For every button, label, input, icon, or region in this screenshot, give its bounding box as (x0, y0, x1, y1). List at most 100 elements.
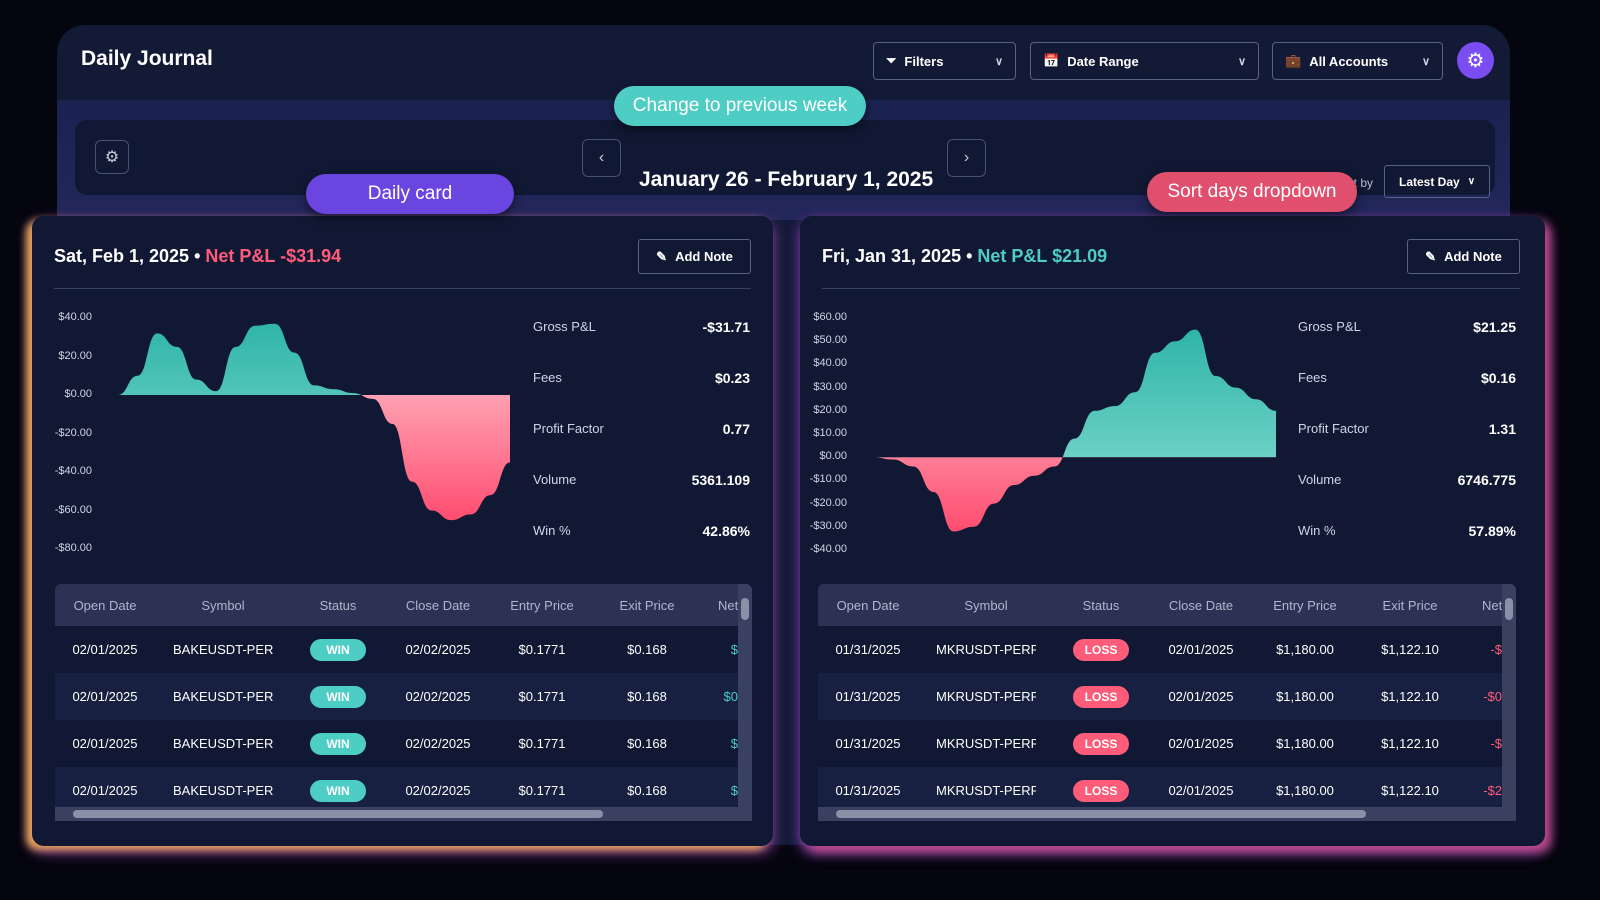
table-row[interactable]: 01/31/2025 MKRUSDT-PERP LOSS 02/01/2025 $1,1… (818, 673, 1502, 720)
divider (822, 288, 1520, 289)
accounts-dropdown[interactable]: 💼 All Accounts ∨ (1272, 42, 1443, 80)
stat-label: Profit Factor (533, 421, 604, 436)
scroll-thumb[interactable] (1505, 598, 1513, 620)
table-cell: 02/01/2025 (72, 736, 138, 751)
column-header[interactable]: Exit Price (1382, 597, 1438, 613)
table-row[interactable]: 02/01/2025 BAKEUSDT-PERP WIN 02/02/2025 $0.1… (55, 626, 738, 673)
y-tick-label: -$40.00 (809, 543, 847, 555)
previous-week-button[interactable]: ‹ (582, 139, 621, 177)
column-header[interactable]: Entry Price (510, 597, 574, 613)
card-date: Fri, Jan 31, 2025 (822, 246, 962, 266)
chevron-down-icon: ∨ (1467, 176, 1476, 187)
edit-icon: ✎ (1425, 248, 1437, 264)
table-cell: $0.168 (627, 783, 667, 798)
sort-days-dropdown[interactable]: Latest Day ∨ (1384, 165, 1490, 198)
date-range-dropdown[interactable]: 📅 Date Range ∨ (1030, 42, 1259, 80)
callout-daily-card: Daily card (306, 174, 514, 214)
table-cell: 02/01/2025 (1168, 689, 1234, 704)
net-pnl-cell: $ (730, 642, 738, 657)
scroll-thumb[interactable] (836, 810, 1367, 818)
table-cell: $0.168 (627, 642, 667, 657)
stat-label: Profit Factor (1298, 421, 1369, 436)
page-title: Daily Journal (81, 47, 213, 70)
sort-value: Latest Day (1399, 174, 1460, 189)
table-cell: 02/01/2025 (72, 689, 138, 704)
column-header[interactable]: Entry Price (1273, 597, 1337, 613)
stat-value: 6746.775 (1457, 472, 1516, 488)
column-header[interactable]: Net P&L (1482, 597, 1502, 613)
add-note-button[interactable]: ✎ Add Note (638, 239, 751, 274)
settings-button[interactable]: ⚙ (1457, 42, 1494, 79)
calendar-icon: 📅 (1043, 53, 1060, 68)
vertical-scrollbar[interactable] (738, 584, 752, 807)
table-cell: BAKEUSDT-PERP (173, 783, 273, 798)
table-row[interactable]: 01/31/2025 MKRUSDT-PERP LOSS 02/01/2025 $1,1… (818, 720, 1502, 767)
net-pnl-cell: -$ (1490, 642, 1502, 657)
table-row[interactable]: 02/01/2025 BAKEUSDT-PERP WIN 02/02/2025 $0.1… (55, 767, 738, 814)
stat-value: 57.89% (1468, 523, 1516, 539)
filter-icon: ⏷ (886, 53, 897, 68)
stat-label: Volume (1298, 472, 1342, 487)
y-tick-label: $0.00 (819, 450, 847, 463)
table-cell: $0.1771 (518, 689, 566, 704)
y-tick-label: $20.00 (813, 403, 847, 416)
net-pnl: Net P&L $21.09 (977, 246, 1108, 266)
scroll-thumb[interactable] (73, 810, 603, 818)
week-range-title: January 26 - February 1, 2025 (639, 168, 934, 191)
status-badge: LOSS (1073, 779, 1129, 802)
column-header[interactable]: Net P&L (718, 597, 738, 613)
horizontal-scrollbar[interactable] (55, 807, 752, 821)
status-badge: WIN (310, 638, 366, 661)
table-row[interactable]: 02/01/2025 BAKEUSDT-PERP WIN 02/02/2025 $0.1… (55, 720, 738, 767)
positive-area (1062, 329, 1276, 458)
stat-value: $0.16 (1480, 370, 1516, 386)
stat-label: Gross P&L (1298, 319, 1361, 334)
add-note-button[interactable]: ✎ Add Note (1407, 239, 1520, 274)
scroll-thumb[interactable] (741, 598, 749, 620)
table-cell: $1,180.00 (1276, 783, 1334, 798)
card-header: Fri, Jan 31, 2025 • Net P&L $21.09 (822, 246, 1107, 267)
table-cell: $0.1771 (518, 783, 566, 798)
card-date: Sat, Feb 1, 2025 (54, 246, 190, 266)
column-header[interactable]: Open Date (836, 597, 900, 613)
journal-settings-button[interactable]: ⚙ (95, 140, 129, 174)
net-pnl-cell: $ (730, 736, 738, 751)
y-tick-label: -$10.00 (809, 473, 847, 486)
column-header[interactable]: Symbol (964, 597, 1008, 613)
divider (54, 288, 751, 289)
chevron-right-icon: › (963, 149, 970, 166)
net-pnl-cell: -$2 (1483, 783, 1502, 798)
net-pnl-cell: $ (730, 783, 738, 798)
filters-dropdown[interactable]: ⏷ Filters ∨ (873, 42, 1016, 80)
table-header: Open Date Symbol Status Close Date Entry Pri… (55, 584, 738, 626)
vertical-scrollbar[interactable] (1502, 584, 1516, 807)
column-header[interactable]: Status (319, 597, 357, 613)
y-tick-label: $10.00 (813, 427, 847, 439)
card-header: Sat, Feb 1, 2025 • Net P&L -$31.94 (54, 246, 341, 267)
column-header[interactable]: Symbol (201, 597, 245, 613)
column-header[interactable]: Close Date (405, 597, 471, 613)
column-header[interactable]: Exit Price (619, 597, 675, 613)
next-week-button[interactable]: › (947, 139, 986, 177)
stat-label: Win % (1298, 523, 1336, 538)
stat-value: 5361.109 (691, 472, 750, 488)
column-header[interactable]: Open Date (73, 597, 137, 613)
horizontal-scrollbar[interactable] (818, 807, 1516, 821)
briefcase-icon: 💼 (1285, 53, 1302, 68)
status-badge: LOSS (1073, 732, 1129, 755)
status-badge: WIN (310, 779, 366, 802)
table-cell: $1,180.00 (1276, 736, 1334, 751)
table-cell: $0.168 (627, 689, 667, 704)
table-cell: BAKEUSDT-PERP (173, 736, 273, 751)
y-tick-label: $0.00 (64, 388, 92, 400)
chevron-down-icon: ∨ (1421, 55, 1430, 68)
separator: • (189, 246, 206, 266)
table-row[interactable]: 01/31/2025 MKRUSDT-PERP LOSS 02/01/2025 $1,1… (818, 626, 1502, 673)
column-header[interactable]: Close Date (1168, 597, 1234, 613)
stat-label: Fees (533, 370, 562, 385)
table-row[interactable]: 01/31/2025 MKRUSDT-PERP LOSS 02/01/2025 $1,1… (818, 767, 1502, 814)
column-header[interactable]: Status (1082, 597, 1120, 613)
table-row[interactable]: 02/01/2025 BAKEUSDT-PERP WIN 02/02/2025 $0.1… (55, 673, 738, 720)
stat-value: 42.86% (702, 523, 750, 539)
y-tick-label: -$30.00 (809, 519, 847, 532)
